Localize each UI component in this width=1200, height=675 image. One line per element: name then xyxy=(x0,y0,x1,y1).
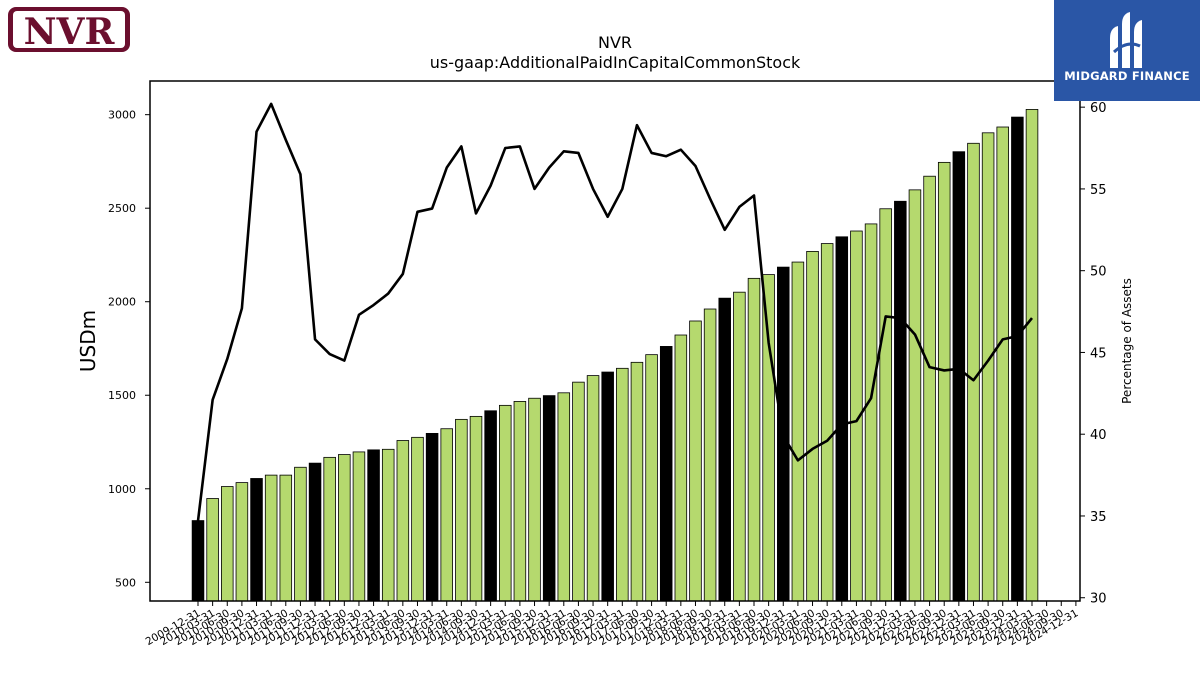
bar-2015-06-30 xyxy=(513,401,527,602)
bar-series xyxy=(191,109,1039,602)
bar-2021-12-31 xyxy=(894,200,907,602)
bar-2023-12-31 xyxy=(1011,116,1024,602)
bar-2019-03-31 xyxy=(733,291,746,602)
y-tick-label: 3000 xyxy=(108,109,136,122)
y2-tick-label: 45 xyxy=(1090,346,1107,361)
bar-2014-09-30 xyxy=(469,415,483,602)
bar-2024-03-31 xyxy=(1025,109,1039,602)
percentage-of-assets-line xyxy=(196,102,1034,522)
bar-2018-06-30 xyxy=(689,320,702,602)
y2-axis-label: Percentage of Assets xyxy=(1120,278,1134,404)
bar-2009-12-31 xyxy=(191,520,205,602)
bar-2014-06-30 xyxy=(455,418,468,602)
bar-2022-03-31 xyxy=(908,189,922,602)
nvr-logo-text: NVR xyxy=(24,11,116,53)
bar-2012-03-31 xyxy=(323,456,336,602)
bar-2011-03-31 xyxy=(264,474,278,602)
y-tick-label: 500 xyxy=(115,576,136,589)
bar-2010-09-30 xyxy=(235,482,249,602)
y-tick-label: 2500 xyxy=(108,202,136,215)
left-y-axis: 500 1000 1500 2000 2500 3000 xyxy=(108,109,150,589)
bar-2020-12-31 xyxy=(835,236,849,602)
y2-tick-label: 60 xyxy=(1090,101,1107,116)
y-tick-label: 1000 xyxy=(108,483,136,496)
bar-2019-06-30 xyxy=(747,277,761,602)
bar-2017-09-30 xyxy=(645,354,658,602)
bar-2011-12-31 xyxy=(308,462,322,602)
bar-2016-06-30 xyxy=(572,381,585,602)
bar-2014-03-31 xyxy=(440,428,453,602)
bar-2011-09-30 xyxy=(294,466,307,602)
line-series xyxy=(196,102,1034,522)
plot-frame xyxy=(149,80,1081,602)
y-tick-label: 1500 xyxy=(108,389,136,402)
bar-2020-09-30 xyxy=(820,243,834,602)
y2-tick-label: 40 xyxy=(1090,428,1107,443)
bar-2013-03-31 xyxy=(381,448,395,602)
y2-tick-label: 55 xyxy=(1090,183,1107,198)
midgard-logo-text: MIDGARD FINANCE xyxy=(1064,69,1190,83)
bar-2022-06-30 xyxy=(923,175,936,602)
bar-2023-09-30 xyxy=(996,126,1009,602)
bar-2022-12-31 xyxy=(952,151,966,602)
bar-2017-03-31 xyxy=(616,367,629,602)
bar-2016-03-31 xyxy=(557,392,571,602)
bar-2019-09-30 xyxy=(762,274,775,602)
y-axis-label: USDm xyxy=(76,310,100,372)
bar-2016-12-31 xyxy=(601,371,614,602)
bar-2017-06-30 xyxy=(630,361,644,602)
right-y-axis: 30 35 40 45 50 55 60 xyxy=(1080,101,1107,607)
nvr-logo: NVR xyxy=(7,6,131,53)
chart-subtitle: us-gaap:AdditionalPaidInCapitalCommonSto… xyxy=(430,53,801,72)
bar-2018-12-31 xyxy=(718,297,731,602)
bar-2016-09-30 xyxy=(586,375,600,602)
bar-2014-12-31 xyxy=(484,410,497,602)
x-axis: 2009-12-312010-03-312010-06-302010-09-30… xyxy=(144,601,1080,648)
bar-2012-12-31 xyxy=(367,449,380,602)
bar-2018-09-30 xyxy=(703,308,717,602)
bar-2012-06-30 xyxy=(338,454,351,602)
bar-2022-09-30 xyxy=(937,161,951,602)
midgard-finance-logo: MIDGARD FINANCE xyxy=(1054,0,1200,101)
bar-2010-12-31 xyxy=(250,478,263,602)
bar-2013-09-30 xyxy=(411,436,424,602)
bar-2017-12-31 xyxy=(659,346,673,602)
bar-2010-06-30 xyxy=(221,486,234,602)
chart-title: NVR xyxy=(598,33,632,52)
y-tick-label: 2000 xyxy=(108,296,136,309)
bar-2020-03-31 xyxy=(791,261,805,602)
bar-2015-12-31 xyxy=(542,395,556,602)
bar-2020-06-30 xyxy=(806,250,819,602)
y2-tick-label: 35 xyxy=(1090,510,1107,525)
y2-tick-label: 50 xyxy=(1090,265,1107,280)
bar-2021-06-30 xyxy=(864,223,878,602)
bar-2023-03-31 xyxy=(967,142,980,602)
bar-2015-09-30 xyxy=(528,397,541,602)
bar-2013-12-31 xyxy=(425,432,439,602)
bar-2013-06-30 xyxy=(396,440,410,602)
bar-2010-03-31 xyxy=(206,498,219,602)
midgard-mark-icon xyxy=(1110,12,1142,68)
bar-2018-03-31 xyxy=(674,334,688,602)
bar-2021-09-30 xyxy=(879,208,892,602)
bar-2011-06-30 xyxy=(279,474,293,602)
y2-tick-label: 30 xyxy=(1090,592,1107,607)
bar-2012-09-30 xyxy=(352,451,366,602)
bar-2015-03-31 xyxy=(499,404,512,602)
